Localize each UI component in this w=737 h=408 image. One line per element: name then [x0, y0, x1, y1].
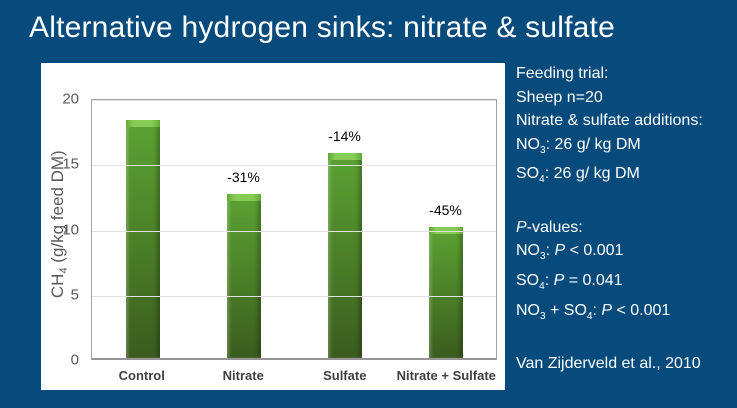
y-tick-label: 0 [70, 351, 79, 369]
info-line: NO3: P < 0.001 [516, 239, 734, 269]
bar-column: -31% [193, 100, 294, 358]
gridline [92, 230, 496, 232]
info-line: NO3 + SO4: P < 0.001 [516, 299, 734, 329]
info-line: P-values: [516, 216, 734, 240]
bar-percent-label: -14% [328, 128, 361, 144]
italic-text: P [516, 218, 527, 236]
bar-nitrate-sulfate [428, 227, 463, 358]
info-panel: Feeding trial: Sheep n=20 Nitrate & sulfat… [516, 62, 734, 400]
gridline [92, 295, 496, 297]
subscript-text: 4 [539, 174, 545, 186]
bar-percent-label: -45% [429, 202, 462, 218]
y-tick-label: 5 [70, 286, 79, 304]
text-segment: Nitrate & sulfate additions: [516, 112, 703, 129]
info-line: SO4: 26 g/ kg DM [516, 162, 734, 192]
text-segment: NO [516, 301, 540, 319]
text-segment: Sheep n=20 [516, 88, 603, 106]
info-line: NO3: 26 g/ kg DM [516, 133, 734, 163]
info-line: Nitrate & sulfate additions: [516, 109, 734, 133]
italic-text: P [554, 242, 566, 260]
y-tick-label: 15 [62, 155, 79, 173]
text-segment: NO [516, 242, 540, 260]
text-segment: : [545, 242, 555, 260]
plot-area: -31% -14% -45% [91, 99, 497, 360]
bars-container: -31% -14% -45% [92, 100, 496, 358]
info-line: Sheep n=20 [516, 86, 734, 110]
x-axis-labels: Control Nitrate Sulfate Nitrate + Sulfate [91, 368, 497, 383]
x-category-label: Sulfate [323, 368, 367, 383]
italic-text: P [553, 272, 565, 290]
bar-top-cap [327, 153, 362, 160]
text-segment: < 0.001 [612, 301, 671, 319]
bar-column [92, 100, 193, 358]
text-segment: Van Zijderveld et al., 2010 [516, 355, 701, 373]
text-segment: < 0.001 [565, 242, 624, 260]
bar-percent-label: -31% [227, 169, 260, 185]
info-group: P-values: NO3: P < 0.001 SO4: P = 0.041 NO3… [516, 216, 734, 329]
info-group: Feeding trial: Sheep n=20 Nitrate & sulfat… [516, 62, 734, 192]
gridline [92, 100, 496, 101]
text-segment: + SO [545, 301, 587, 319]
bar-top-cap [226, 194, 261, 201]
text-segment: NO [516, 135, 540, 153]
slide-title: Alternative hydrogen sinks: nitrate & su… [29, 11, 615, 44]
subscript-text: 3 [540, 251, 546, 263]
bar-column: -45% [395, 100, 496, 358]
text-segment: : [544, 272, 554, 290]
x-category-label: Nitrate + Sulfate [396, 368, 496, 383]
info-group: Van Zijderveld et al., 2010 [516, 352, 734, 376]
bar-control [125, 120, 160, 358]
text-segment: -values: [526, 218, 583, 236]
chart-panel: CH4 (g/kg feed DM) 0 5 10 15 20 -31% -14% -45%… [41, 63, 505, 390]
bar-sulfate [327, 153, 362, 358]
italic-text: P [601, 301, 613, 319]
text-segment: = 0.041 [564, 272, 623, 290]
info-line: Feeding trial: [516, 62, 734, 86]
text-segment: SO [516, 272, 540, 290]
subscript-text: 3 [540, 144, 546, 156]
subscript-text: 3 [540, 310, 546, 322]
citation: Van Zijderveld et al., 2010 [516, 352, 734, 376]
y-tick-label: 20 [62, 90, 79, 108]
text-segment: : 26 g/ kg DM [545, 135, 641, 153]
info-line: SO4: P = 0.041 [516, 269, 734, 299]
text-segment: : 26 g/ kg DM [544, 165, 640, 183]
x-category-label: Control [118, 368, 165, 383]
y-tick-label: 10 [62, 221, 79, 238]
x-category-label: Nitrate [222, 368, 264, 383]
bar-top-cap [125, 120, 160, 127]
text-segment: : [592, 301, 602, 319]
subscript-text: 4 [586, 310, 593, 322]
gridline [92, 165, 496, 167]
bar-nitrate [226, 194, 261, 358]
y-axis-ticks: 0 5 10 15 20 [41, 91, 84, 369]
text-segment: Feeding trial: [516, 65, 609, 82]
bar-column: -14% [294, 100, 395, 358]
subscript-text: 4 [539, 281, 545, 293]
text-segment: SO [516, 165, 540, 183]
